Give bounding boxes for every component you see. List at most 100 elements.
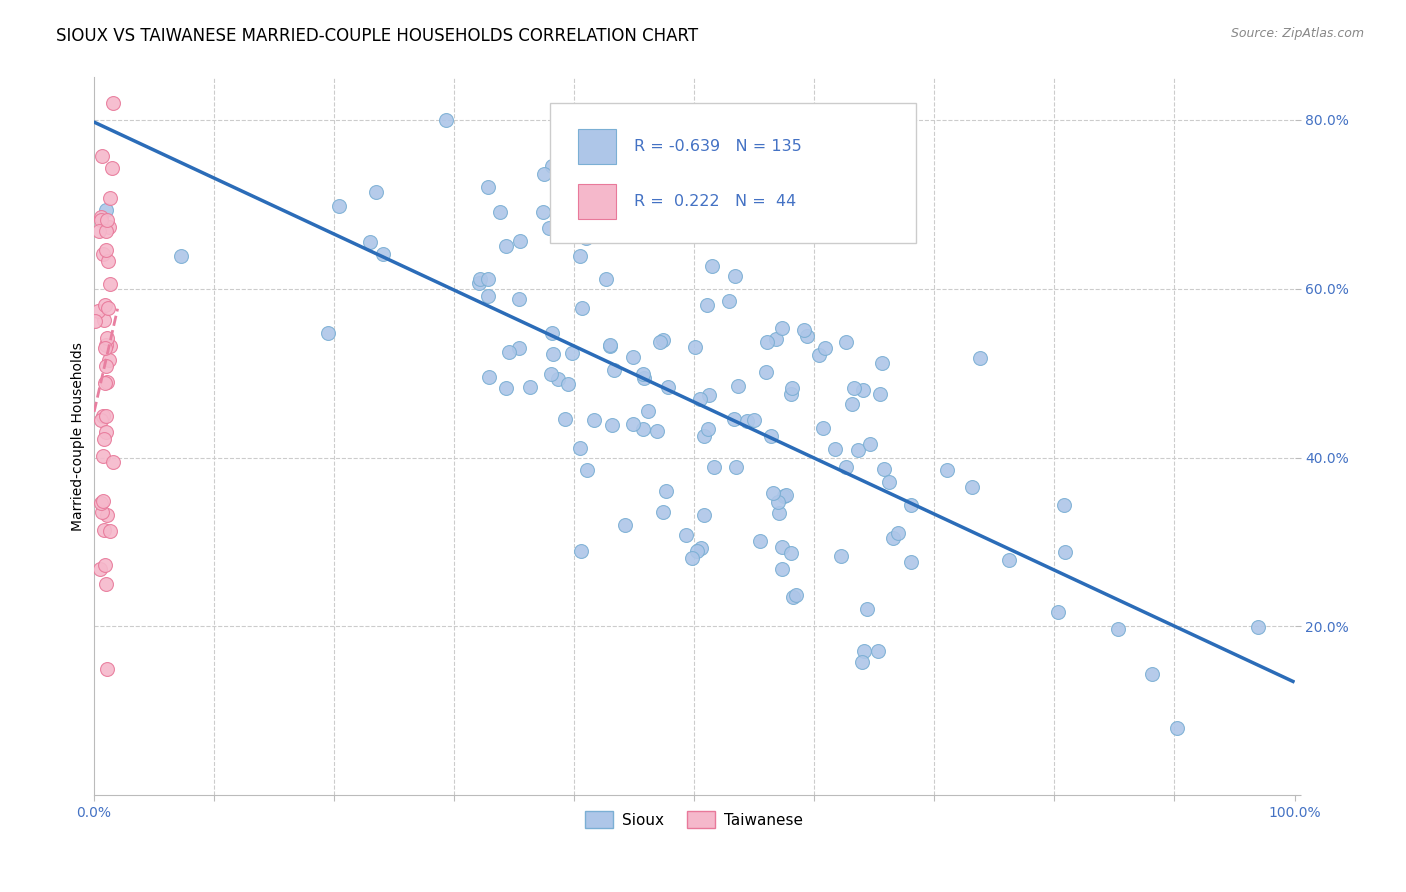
Point bbox=[613, 518, 636, 533]
Point bbox=[373, 247, 395, 261]
Point bbox=[98, 524, 121, 538]
Point bbox=[541, 326, 564, 341]
Point bbox=[637, 404, 659, 418]
Point bbox=[547, 372, 569, 386]
Point bbox=[478, 370, 501, 384]
Point bbox=[583, 413, 606, 427]
Point bbox=[569, 441, 592, 455]
Point bbox=[808, 348, 831, 362]
Point bbox=[766, 495, 789, 509]
Point bbox=[575, 231, 598, 245]
Point bbox=[94, 341, 117, 355]
Point bbox=[770, 540, 793, 554]
Text: R = -0.639   N = 135: R = -0.639 N = 135 bbox=[634, 139, 801, 153]
Point bbox=[541, 159, 564, 173]
Legend: Sioux, Taiwanese: Sioux, Taiwanese bbox=[579, 805, 808, 834]
Point bbox=[576, 463, 599, 477]
Point bbox=[94, 243, 117, 257]
Point bbox=[98, 191, 121, 205]
Point bbox=[94, 409, 117, 424]
Point bbox=[508, 292, 530, 306]
Point bbox=[780, 387, 803, 401]
Point bbox=[689, 392, 711, 406]
Point bbox=[359, 235, 381, 249]
FancyBboxPatch shape bbox=[550, 103, 917, 243]
Point bbox=[1046, 605, 1069, 619]
Point bbox=[652, 334, 675, 348]
Point bbox=[96, 508, 118, 522]
Point bbox=[434, 112, 457, 127]
Point bbox=[796, 328, 818, 343]
Point bbox=[631, 367, 654, 381]
Point bbox=[652, 505, 675, 519]
Point bbox=[90, 496, 112, 510]
Point bbox=[600, 418, 623, 433]
Point bbox=[866, 644, 889, 658]
Point bbox=[775, 488, 797, 502]
Point bbox=[90, 212, 112, 227]
Point bbox=[779, 546, 801, 560]
Point bbox=[93, 313, 115, 327]
Point bbox=[554, 411, 576, 425]
Point bbox=[846, 442, 869, 457]
Point bbox=[91, 494, 114, 508]
Point bbox=[537, 220, 560, 235]
Point bbox=[735, 414, 758, 428]
Point bbox=[693, 429, 716, 443]
Point bbox=[742, 413, 765, 427]
Point bbox=[91, 449, 114, 463]
Point bbox=[96, 213, 118, 227]
Point bbox=[599, 339, 621, 353]
Point bbox=[477, 271, 499, 285]
Point bbox=[477, 179, 499, 194]
Point bbox=[98, 277, 121, 292]
Point bbox=[94, 359, 117, 374]
Point bbox=[703, 460, 725, 475]
Point bbox=[89, 413, 111, 427]
Point bbox=[470, 272, 492, 286]
Point bbox=[811, 421, 834, 435]
Point bbox=[650, 335, 672, 350]
Point bbox=[853, 644, 876, 658]
Point bbox=[723, 412, 745, 426]
Point bbox=[717, 294, 740, 309]
Point bbox=[98, 220, 121, 235]
Point bbox=[91, 505, 114, 519]
Point bbox=[509, 234, 531, 248]
FancyBboxPatch shape bbox=[578, 129, 616, 163]
Point bbox=[100, 161, 122, 175]
Point bbox=[841, 397, 863, 411]
Point bbox=[793, 323, 815, 337]
Point bbox=[724, 459, 747, 474]
Point bbox=[96, 662, 118, 676]
Point bbox=[869, 386, 891, 401]
Point bbox=[560, 198, 582, 212]
Point bbox=[697, 422, 720, 436]
Point bbox=[900, 555, 922, 569]
Point bbox=[692, 508, 714, 522]
Point bbox=[94, 577, 117, 591]
Point bbox=[94, 202, 117, 217]
Point bbox=[569, 544, 592, 558]
Point bbox=[759, 429, 782, 443]
Point bbox=[1140, 667, 1163, 681]
Point bbox=[724, 269, 747, 284]
Point bbox=[89, 562, 111, 576]
Point bbox=[755, 365, 778, 379]
Point bbox=[621, 350, 644, 364]
Point bbox=[936, 463, 959, 477]
Point bbox=[852, 383, 875, 397]
Point bbox=[93, 523, 115, 537]
Point bbox=[531, 205, 554, 219]
Point bbox=[90, 210, 112, 224]
Point bbox=[824, 442, 846, 456]
Point bbox=[681, 551, 703, 566]
Point bbox=[859, 436, 882, 450]
Point bbox=[1166, 721, 1188, 735]
Point bbox=[94, 558, 117, 572]
Point bbox=[98, 353, 121, 368]
Point bbox=[772, 321, 794, 335]
Point bbox=[882, 531, 904, 545]
Point bbox=[328, 199, 350, 213]
Point bbox=[364, 186, 387, 200]
